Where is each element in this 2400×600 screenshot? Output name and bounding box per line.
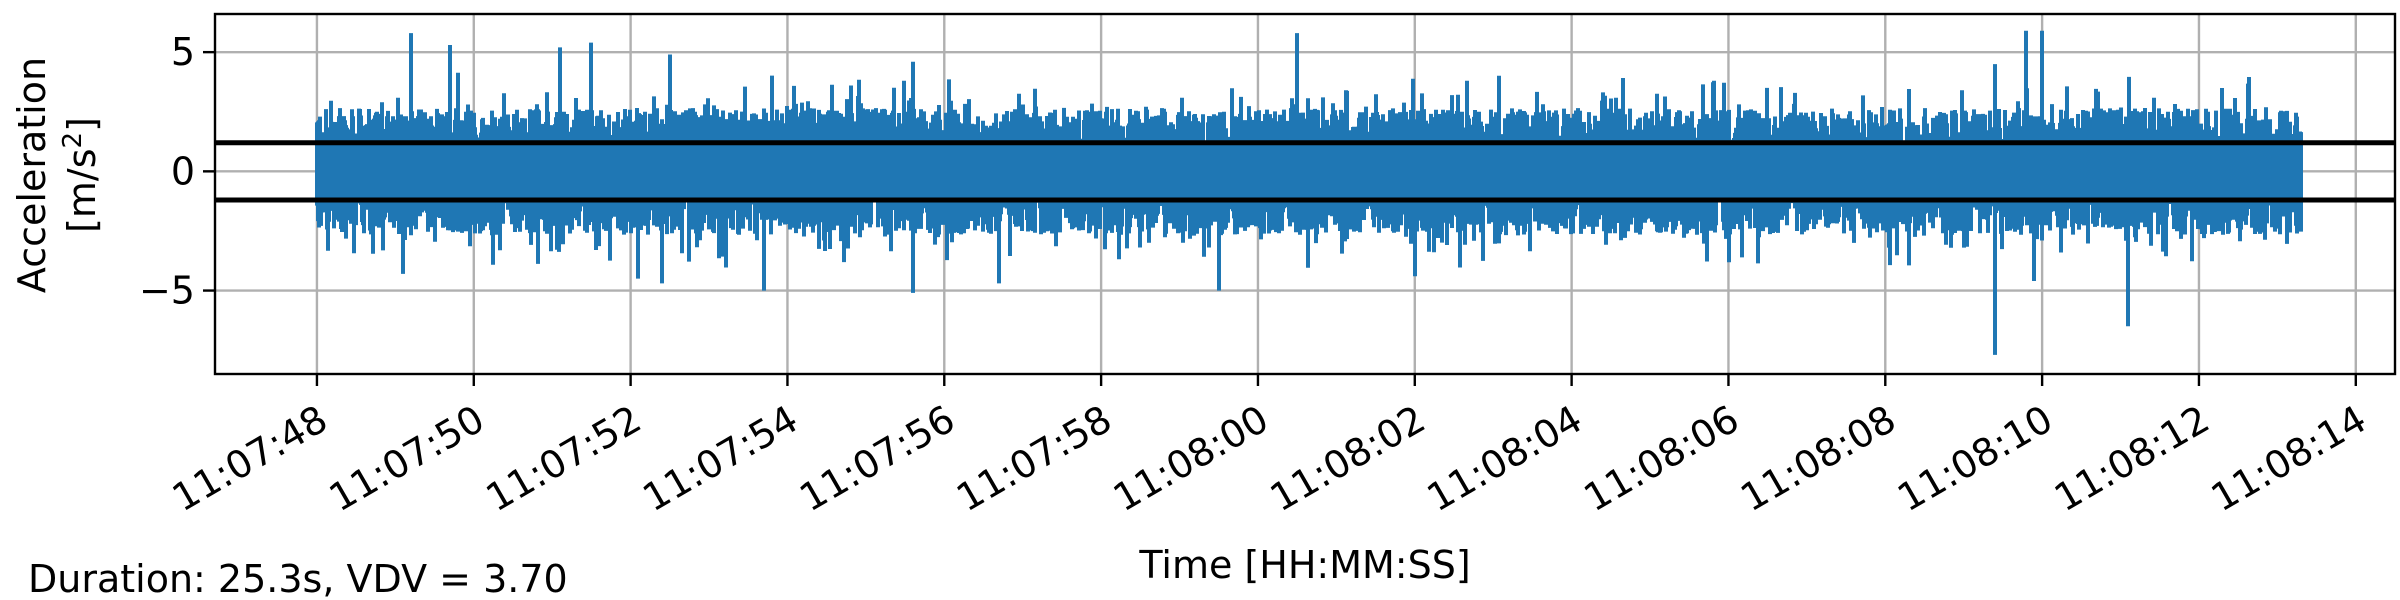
x-axis-ticks: 11:07:4811:07:5011:07:5211:07:5411:07:56… xyxy=(165,374,2374,520)
x-tick-label: 11:07:52 xyxy=(479,397,649,520)
x-tick-label: 11:08:08 xyxy=(1733,397,1903,520)
x-tick-label: 11:08:04 xyxy=(1420,397,1590,520)
y-axis-label: Acceleration xyxy=(10,57,54,293)
y-axis-unit-prefix: [m/s xyxy=(60,148,104,232)
x-tick-label: 11:08:12 xyxy=(2047,397,2217,520)
x-tick-label: 11:08:02 xyxy=(1263,397,1433,520)
y-tick-label: −5 xyxy=(139,269,195,313)
x-tick-label: 11:07:48 xyxy=(165,397,335,520)
x-tick-label: 11:07:56 xyxy=(792,397,962,520)
x-tick-label: 11:07:58 xyxy=(949,397,1119,520)
x-tick-label: 11:08:14 xyxy=(2204,397,2374,520)
threshold-lines xyxy=(215,140,2395,203)
x-tick-label: 11:07:54 xyxy=(635,397,805,520)
y-axis-unit-superscript: 2 xyxy=(58,132,88,149)
x-axis-label: Time [HH:MM:SS] xyxy=(1138,543,1470,587)
x-tick-label: 11:08:06 xyxy=(1576,397,1746,520)
y-axis-unit: [m/s2] xyxy=(58,117,104,233)
acceleration-signal xyxy=(315,30,2303,355)
signal-core-band xyxy=(316,140,2301,203)
duration-vdv-note: Duration: 25.3s, VDV = 3.70 xyxy=(28,557,568,600)
y-tick-label: 5 xyxy=(171,30,195,74)
y-tick-label: 0 xyxy=(171,149,195,193)
y-axis-ticks: 5 0 −5 xyxy=(139,30,215,313)
x-tick-label: 11:08:00 xyxy=(1106,397,1276,520)
y-axis-unit-suffix: ] xyxy=(60,117,104,132)
x-tick-label: 11:08:10 xyxy=(1890,397,2060,520)
plot-frame xyxy=(213,12,2397,376)
x-tick-label: 11:07:50 xyxy=(322,397,492,520)
